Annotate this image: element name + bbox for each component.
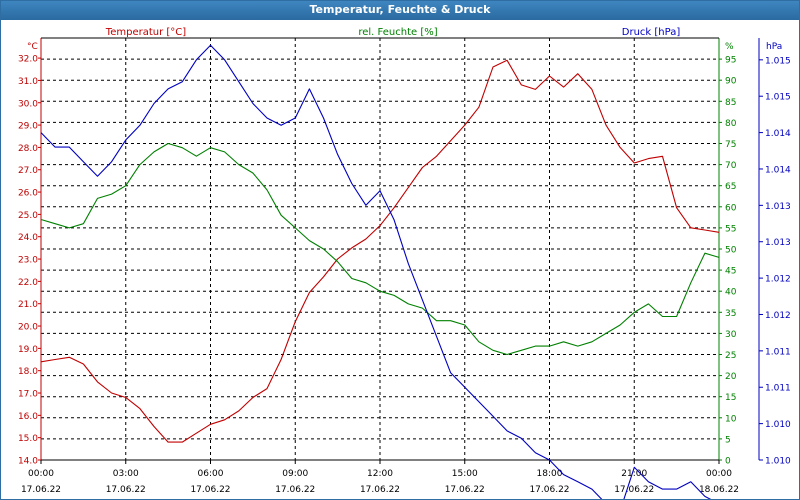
x-tick-time: 21:00 xyxy=(621,469,647,479)
pressure-tick-label: 1.011 xyxy=(765,347,791,357)
x-tick-date: 17.06.22 xyxy=(529,485,569,495)
temperature-tick-label: 15.0 xyxy=(18,434,38,444)
temperature-tick-label: 14.0 xyxy=(18,457,38,467)
humidity-tick-label: 55 xyxy=(725,224,736,234)
temperature-tick-label: 25.0 xyxy=(18,211,38,221)
temperature-tick-label: 19.0 xyxy=(18,345,38,355)
humidity-tick-label: 80 xyxy=(725,119,737,129)
x-tick-time: 00:00 xyxy=(28,469,54,479)
pressure-tick-label: 1.014 xyxy=(765,165,791,175)
pressure-tick-label: 1.011 xyxy=(765,384,791,394)
humidity-unit-label: % xyxy=(725,42,734,52)
x-tick-time: 00:00 xyxy=(706,469,732,479)
humidity-tick-label: 30 xyxy=(725,330,737,340)
pressure-axis-label: Druck [hPa] xyxy=(622,27,681,38)
pressure-tick-label: 1.010 xyxy=(765,420,791,430)
temperature-tick-label: 32.0 xyxy=(18,55,38,65)
humidity-tick-label: 40 xyxy=(725,288,737,298)
x-tick-time: 03:00 xyxy=(113,469,139,479)
temperature-tick-label: 16.0 xyxy=(18,412,38,422)
x-tick-time: 06:00 xyxy=(198,469,224,479)
temperature-unit-label: °C xyxy=(27,42,38,52)
humidity-tick-label: 65 xyxy=(725,182,736,192)
chart-svg: Temperatur [°C] rel. Feuchte [%] Druck [hP… xyxy=(18,27,791,499)
temperature-series-line xyxy=(40,59,720,443)
humidity-tick-label: 75 xyxy=(725,140,736,150)
humidity-tick-label: 35 xyxy=(725,309,736,319)
pressure-tick-label: 1.015 xyxy=(765,93,791,103)
humidity-tick-label: 70 xyxy=(725,161,737,171)
temperature-tick-label: 23.0 xyxy=(18,256,38,266)
x-tick-time: 15:00 xyxy=(452,469,478,479)
pressure-series-line xyxy=(40,44,712,499)
temperature-axis-label: Temperatur [°C] xyxy=(105,27,186,38)
humidity-tick-label: 5 xyxy=(725,435,731,445)
temperature-tick-label: 22.0 xyxy=(18,278,38,288)
humidity-tick-label: 15 xyxy=(725,393,736,403)
temperature-tick-label: 31.0 xyxy=(18,77,38,87)
temperature-tick-label: 29.0 xyxy=(18,122,38,132)
pressure-tick-label: 1.012 xyxy=(765,275,791,285)
temperature-tick-label: 18.0 xyxy=(18,367,38,377)
pressure-unit-label: hPa xyxy=(766,42,782,52)
humidity-tick-label: 85 xyxy=(725,98,736,108)
x-tick-time: 12:00 xyxy=(367,469,393,479)
humidity-tick-label: 95 xyxy=(725,56,736,66)
x-tick-date: 17.06.22 xyxy=(106,485,146,495)
humidity-tick-label: 90 xyxy=(725,77,737,87)
humidity-tick-label: 45 xyxy=(725,267,736,277)
pressure-tick-label: 1.015 xyxy=(765,56,791,66)
humidity-tick-label: 25 xyxy=(725,351,736,361)
pressure-tick-label: 1.010 xyxy=(765,457,791,467)
pressure-tick-label: 1.014 xyxy=(765,129,791,139)
x-tick-time: 18:00 xyxy=(537,469,563,479)
temperature-tick-label: 30.0 xyxy=(18,99,38,109)
pressure-tick-label: 1.012 xyxy=(765,311,791,321)
temperature-tick-label: 24.0 xyxy=(18,233,38,243)
humidity-tick-label: 20 xyxy=(725,372,737,382)
humidity-tick-label: 0 xyxy=(725,457,731,467)
humidity-axis-label: rel. Feuchte [%] xyxy=(358,27,437,38)
x-tick-date: 17.06.22 xyxy=(614,485,654,495)
temperature-tick-label: 21.0 xyxy=(18,300,38,310)
temperature-tick-label: 27.0 xyxy=(18,166,38,176)
humidity-tick-label: 10 xyxy=(725,414,737,424)
humidity-tick-label: 50 xyxy=(725,246,737,256)
temperature-tick-label: 20.0 xyxy=(18,323,38,333)
x-tick-date: 17.06.22 xyxy=(190,485,230,495)
x-tick-date: 18.06.22 xyxy=(699,485,739,495)
temperature-tick-label: 26.0 xyxy=(18,189,38,199)
pressure-tick-label: 1.013 xyxy=(765,202,791,212)
humidity-tick-label: 60 xyxy=(725,203,737,213)
temperature-tick-label: 17.0 xyxy=(18,390,38,400)
chart-title: Temperatur, Feuchte & Druck xyxy=(1,1,799,20)
x-tick-date: 17.06.22 xyxy=(360,485,400,495)
x-tick-time: 09:00 xyxy=(282,469,308,479)
x-tick-date: 17.06.22 xyxy=(21,485,61,495)
x-tick-date: 17.06.22 xyxy=(445,485,485,495)
humidity-series-line xyxy=(40,142,720,356)
temperature-tick-label: 28.0 xyxy=(18,144,38,154)
x-tick-date: 17.06.22 xyxy=(275,485,315,495)
pressure-tick-label: 1.013 xyxy=(765,238,791,248)
